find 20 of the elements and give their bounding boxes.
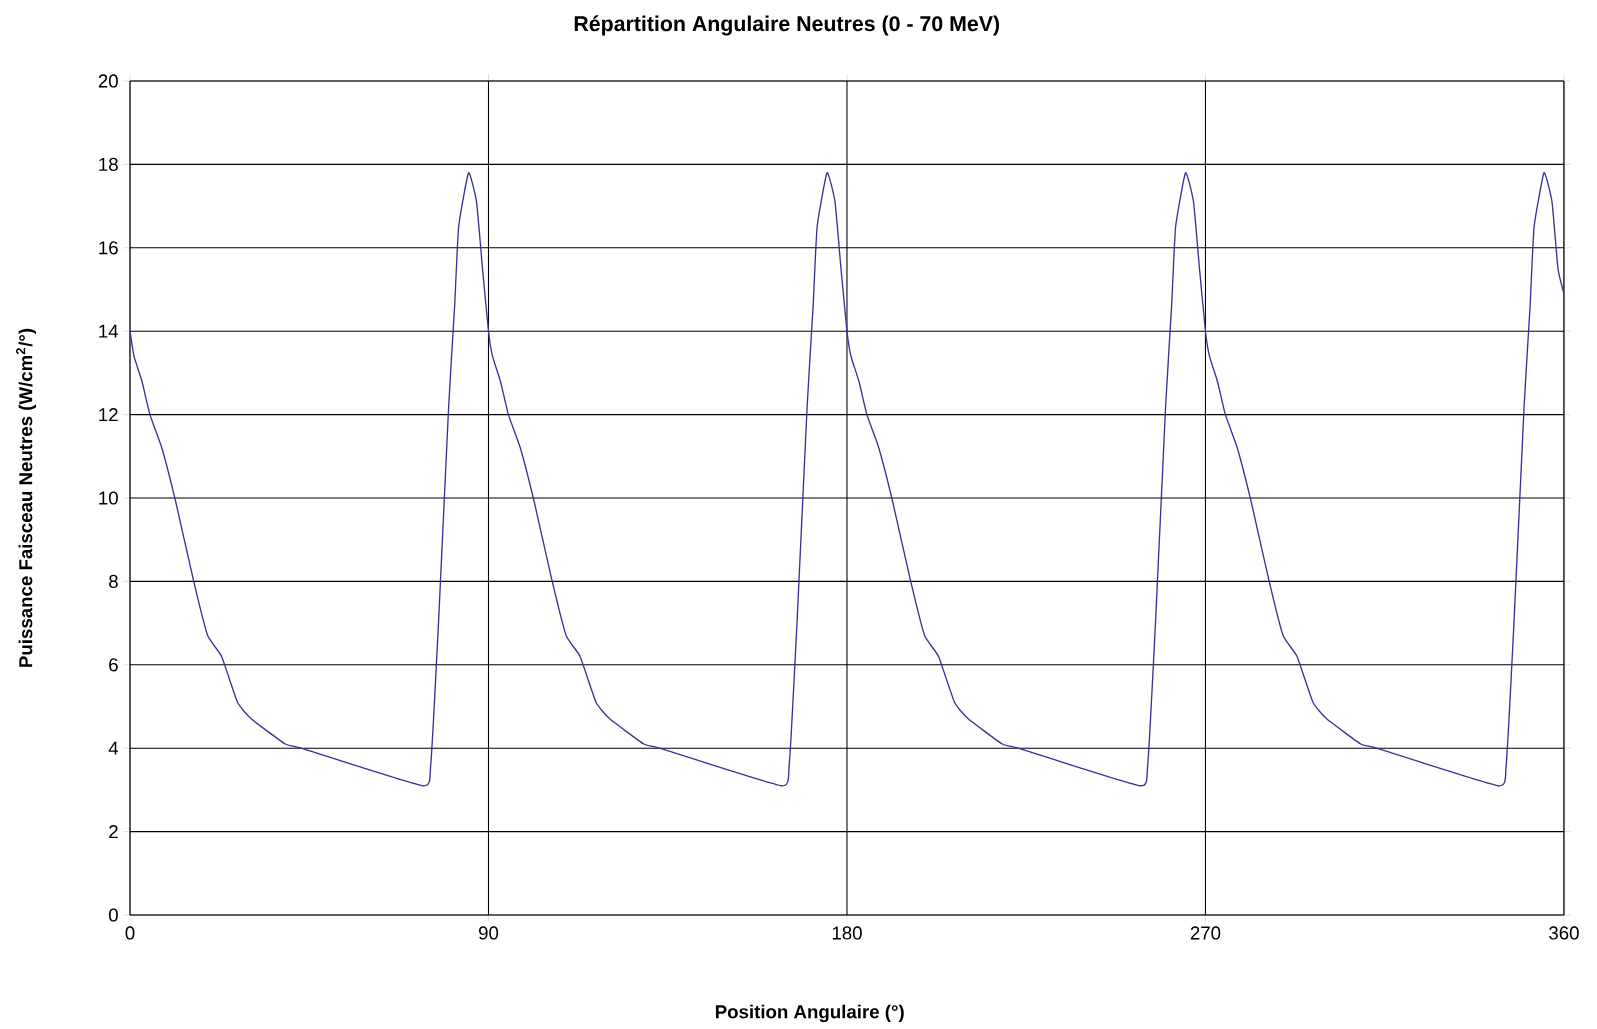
y-tick-label: 18 (99, 157, 118, 172)
x-tick-label: 0 (125, 926, 135, 940)
y-tick-label: 8 (109, 574, 118, 589)
y-tick-label: 2 (109, 825, 118, 839)
x-tick-label: 360 (1549, 926, 1579, 940)
x-tick-label: 180 (832, 926, 862, 940)
y-tick-label: 20 (98, 74, 118, 88)
x-axis-title: Position Angulaire (°) (715, 1004, 904, 1023)
y-axis-title: Puissance Faisceau Neutres (W/cm$^{2}$/°) (16, 328, 37, 667)
line-series (130, 172, 1564, 787)
y-tick-label: 0 (108, 908, 118, 922)
y-tick-label: 10 (99, 491, 118, 505)
x-tick-label: 90 (478, 926, 499, 940)
y-tick-label: 6 (109, 658, 118, 672)
y-tick-label: 4 (108, 741, 119, 755)
y-tick-label: 12 (99, 408, 118, 422)
chart-title: Répartition Angulaire Neutres (0 - 70 MeV) (574, 15, 1000, 36)
x-tick-label: 270 (1190, 926, 1221, 940)
y-tick-label: 16 (99, 241, 118, 255)
y-tick-label: 14 (99, 324, 119, 338)
